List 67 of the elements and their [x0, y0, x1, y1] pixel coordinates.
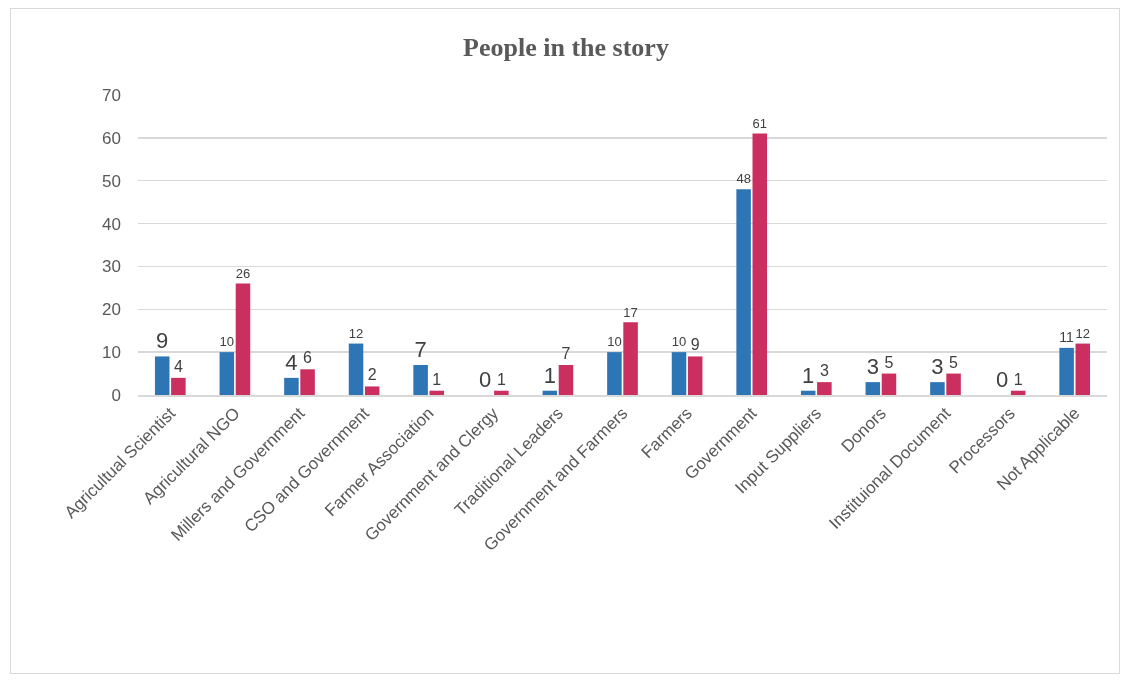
- bar: [607, 352, 622, 395]
- bar: [800, 390, 816, 395]
- data-label: 11: [1059, 328, 1075, 345]
- data-label: 1: [1013, 370, 1023, 388]
- data-label: 0: [479, 367, 492, 392]
- data-label: 10: [607, 334, 622, 350]
- bar: [542, 390, 558, 395]
- data-label: 1: [543, 362, 556, 388]
- bar: [687, 356, 703, 395]
- y-tick-label: 30: [102, 257, 121, 277]
- y-tick-label: 50: [102, 171, 121, 191]
- chart-title: People in the story: [463, 33, 669, 63]
- data-label: 7: [414, 337, 427, 362]
- bar: [429, 390, 445, 395]
- bar: [946, 373, 961, 395]
- bar: [300, 369, 315, 395]
- bar: [171, 377, 186, 395]
- data-label: 3: [931, 354, 944, 380]
- bar: [671, 352, 687, 395]
- bar: [1010, 390, 1026, 395]
- bar: [235, 283, 251, 395]
- bar: [348, 343, 364, 395]
- data-label: 26: [235, 266, 251, 282]
- data-label: 1: [432, 370, 442, 388]
- bar: [752, 133, 768, 395]
- data-label: 0: [995, 367, 1009, 392]
- data-label: 4: [285, 349, 298, 375]
- data-label: 10: [219, 334, 235, 350]
- bar: [881, 373, 897, 395]
- bar: [817, 382, 832, 395]
- data-label: 3: [866, 354, 879, 380]
- bar: [364, 386, 380, 395]
- y-tick-label: 70: [102, 85, 121, 105]
- data-label: 61: [752, 116, 767, 132]
- y-tick-label: 10: [102, 343, 121, 363]
- bar: [865, 382, 881, 395]
- data-label: 17: [623, 304, 638, 320]
- bar: [558, 365, 574, 395]
- data-label: 5: [884, 353, 894, 371]
- data-label: 6: [303, 349, 313, 367]
- bar: [736, 189, 751, 395]
- bar: [284, 377, 299, 395]
- y-tick-label: 20: [102, 300, 121, 320]
- data-label: 12: [348, 325, 364, 341]
- bar: [623, 322, 638, 395]
- data-label: 5: [949, 353, 959, 371]
- data-label: 9: [690, 336, 700, 354]
- y-tick-label: 40: [102, 214, 121, 234]
- data-label: 7: [561, 345, 571, 362]
- data-label: 9: [156, 328, 169, 354]
- bar: [413, 365, 428, 395]
- data-label: 12: [1075, 326, 1090, 342]
- bar: [930, 382, 945, 395]
- bar: [494, 390, 509, 395]
- data-label: 1: [496, 370, 506, 388]
- bar: [154, 356, 170, 395]
- bar: [219, 352, 235, 395]
- y-tick-label: 60: [102, 128, 121, 148]
- bar: [1059, 347, 1074, 395]
- data-label: 1: [802, 362, 815, 388]
- data-label: 3: [819, 362, 829, 380]
- data-label: 2: [367, 366, 377, 384]
- data-label: 10: [671, 334, 687, 350]
- y-tick-label: 0: [111, 385, 121, 405]
- bar: [1075, 343, 1091, 395]
- data-label: 48: [736, 171, 751, 187]
- data-label: 4: [173, 357, 183, 375]
